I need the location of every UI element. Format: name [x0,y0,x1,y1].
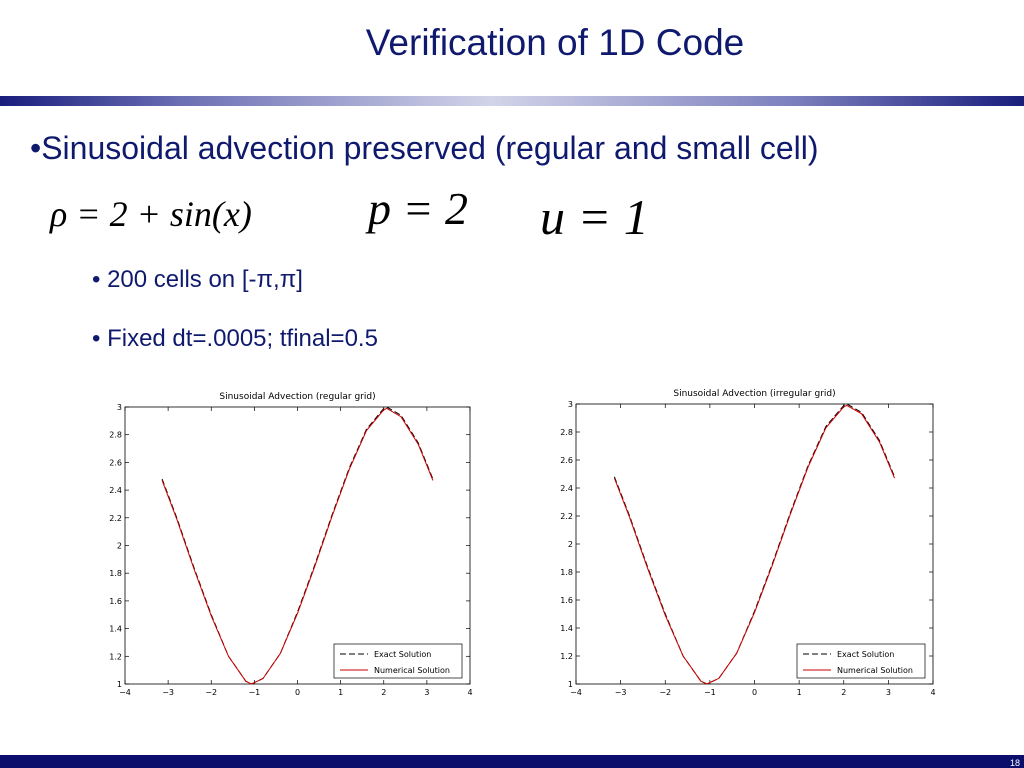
chart2-series-numerical-line [613,404,896,685]
irregular-grid-chart: Sinusoidal Advection (irregular grid) −4 −… [560,389,935,697]
chart2-ytick-label: 1.6 [560,596,573,605]
chart1-ytick-label: 2.2 [109,514,122,523]
chart2-xtick-label: −4 [570,688,582,697]
chart2-xtick-label: 0 [752,688,757,697]
regular-grid-chart: Sinusoidal Advection (regular grid) −4 −3 −… [109,392,472,697]
chart1-ytick-label: 1.2 [109,652,122,661]
chart1-xtick-label: −4 [119,688,131,697]
chart2-ytick-label: 2.6 [560,456,573,465]
sub-bullet-cells: • 200 cells on [-π,π] [92,266,303,293]
chart1-xtick-label: 1 [338,688,343,697]
chart2-ytick-label: 2 [568,540,573,549]
chart2-xtick-label: 4 [930,688,935,697]
chart1-series-exact-line [161,406,434,685]
chart2-legend-label: Numerical Solution [837,666,913,675]
chart2-xtick-label: −2 [659,688,671,697]
main-bullet: •Sinusoidal advection preserved (regular… [30,130,819,166]
chart2-xtick-label: −3 [615,688,627,697]
pressure-formula: p = 2 [368,182,468,235]
chart1-xtick-label: 2 [381,688,386,697]
chart2-ytick-label: 1 [568,680,573,689]
chart1-xtick-label: −1 [248,688,260,697]
chart1-xtick-label: 4 [467,688,472,697]
chart1-ytick-label: 2 [117,542,122,551]
chart2-ytick-label: 1.4 [560,624,573,633]
chart2-xtick-label: 2 [841,688,846,697]
chart1-xtick-label: 3 [424,688,429,697]
chart1-ytick-label: 2.4 [109,486,122,495]
chart1-ytick-label: 1.6 [109,597,122,606]
sub-bullet-timestep: • Fixed dt=.0005; tfinal=0.5 [92,325,378,352]
chart1-legend-box [333,643,463,679]
density-formula: ρ = 2 + sin(x) [50,193,252,235]
page-number: 18 [1009,758,1020,768]
chart2-ytick-label: 3 [568,400,573,409]
chart1-legend-label: Numerical Solution [374,666,450,675]
chart2-ytick-label: 1.2 [560,652,573,661]
chart2-ytick-label: 2.2 [560,512,573,521]
chart2-ytick-label: 2.4 [560,484,573,493]
chart1-legend-label: Exact Solution [374,650,431,659]
chart1-ytick-label: 1 [117,680,122,689]
chart1-ytick-label: 2.6 [109,458,122,467]
chart2-axes-box [575,403,934,685]
footer-bar: 18 [0,755,1024,768]
p-formula-text: p = 2 [368,183,469,234]
title-divider [0,96,1024,106]
chart1-ytick-label: 1.4 [109,625,122,634]
chart1-xtick-label: −3 [162,688,174,697]
chart1-ytick-label: 1.8 [109,569,122,578]
chart1-xtick-label: −2 [205,688,217,697]
chart2-title: Sinusoidal Advection (irregular grid) [673,389,835,399]
chart2-xtick-label: −1 [704,688,716,697]
chart1-xtick-label: 0 [295,688,300,697]
chart1-ytick-label: 3 [117,403,122,412]
chart1-axes-box [124,406,471,685]
chart1-series-numerical-line [161,407,434,685]
chart2-xtick-label: 1 [797,688,802,697]
chart2-xtick-label: 3 [886,688,891,697]
chart1-ytick-label: 2.8 [109,431,122,440]
chart2-legend-label: Exact Solution [837,650,894,659]
slide-title: Verification of 1D Code [365,22,745,63]
rho-formula-text: ρ = 2 + sin(x) [50,194,252,234]
u-formula-text: u = 1 [540,189,649,245]
chart2-legend-box [796,643,926,679]
chart1-title: Sinusoidal Advection (regular grid) [219,392,375,402]
chart2-series-exact-line [613,403,896,685]
velocity-formula: u = 1 [540,188,649,246]
chart2-ytick-label: 1.8 [560,568,573,577]
chart2-ytick-label: 2.8 [560,428,573,437]
